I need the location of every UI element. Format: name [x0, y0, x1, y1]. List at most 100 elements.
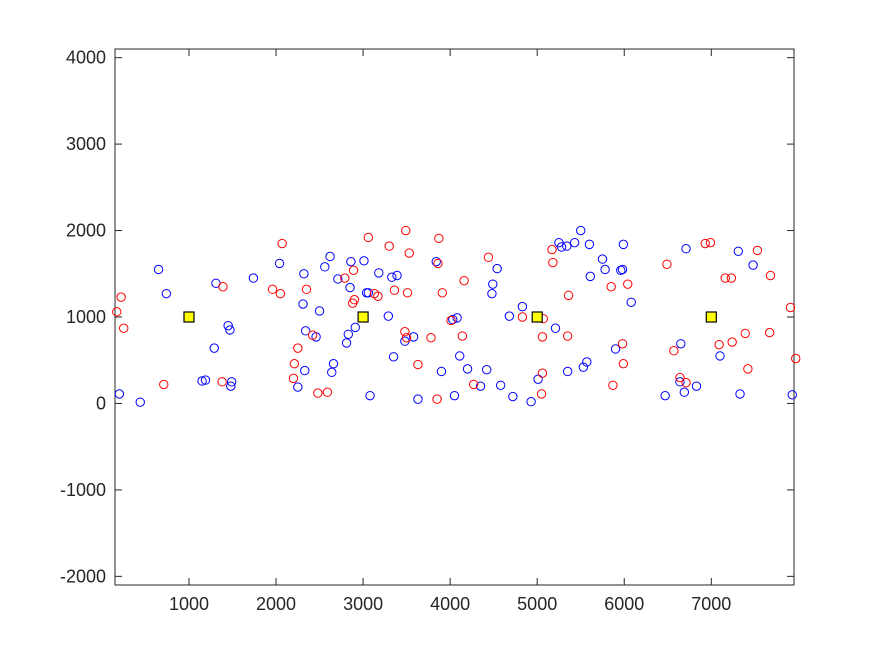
circle-marker [363, 232, 374, 243]
circle-marker [274, 258, 285, 269]
series-2 [183, 311, 717, 323]
circle-marker [349, 295, 360, 305]
circle-marker [112, 307, 122, 317]
circle-marker [715, 351, 725, 361]
circle-marker [314, 306, 325, 316]
circle-marker [482, 365, 492, 375]
circle-marker [300, 365, 310, 376]
circle-marker [348, 265, 359, 276]
circle-marker [791, 353, 801, 364]
circle-marker [325, 251, 335, 262]
circle-marker [200, 375, 211, 385]
circle-marker [562, 366, 573, 377]
circle-marker [359, 256, 369, 266]
circle-marker [452, 313, 462, 323]
circle-marker [413, 359, 423, 370]
circle-marker [488, 279, 498, 289]
circle-marker [365, 390, 375, 401]
circle-marker [675, 377, 685, 387]
circle-marker [584, 239, 595, 250]
circle-marker [700, 238, 710, 249]
series-1 [112, 225, 801, 404]
circle-marker [350, 322, 360, 333]
circle-marker [426, 333, 436, 343]
circle-marker [600, 264, 610, 275]
circle-marker [267, 284, 278, 295]
circle-marker [301, 284, 312, 295]
circle-marker [333, 274, 343, 284]
circle-marker [404, 248, 414, 258]
y-tick-label: 2000 [66, 221, 106, 241]
circle-marker [743, 364, 753, 374]
circle-marker [517, 301, 528, 312]
circle-marker [765, 270, 776, 281]
circle-marker [225, 325, 235, 335]
circle-marker [785, 302, 796, 313]
circle-marker [547, 244, 557, 255]
circle-marker [660, 390, 670, 401]
circle-marker [383, 311, 394, 321]
circle-marker [616, 265, 626, 276]
circle-marker [764, 327, 775, 338]
circle-marker [733, 246, 743, 256]
circle-marker [462, 364, 473, 374]
circle-marker [373, 291, 383, 301]
circle-marker [433, 258, 443, 269]
circle-marker [401, 225, 411, 236]
x-tick-label: 4000 [430, 594, 470, 614]
circle-marker [537, 368, 548, 378]
circle-marker [623, 279, 633, 289]
circle-marker [617, 264, 628, 275]
circle-marker [197, 376, 207, 386]
circle-marker [384, 241, 394, 251]
circle-marker [307, 330, 318, 340]
circle-marker [681, 378, 691, 388]
circle-marker [787, 390, 797, 400]
circle-marker [346, 256, 356, 267]
circle-marker [209, 343, 219, 353]
x-tick-label: 3000 [343, 594, 383, 614]
circle-marker [608, 380, 618, 390]
circle-marker [618, 239, 629, 250]
circle-marker [434, 233, 444, 244]
circle-marker [681, 244, 691, 254]
circle-marker [226, 381, 236, 391]
circle-marker [328, 358, 339, 369]
circle-marker [468, 379, 479, 390]
circle-marker [432, 394, 442, 404]
circle-marker [526, 397, 536, 407]
circle-marker [114, 389, 125, 399]
circle-marker [401, 333, 412, 343]
x-axis: 1000 2000 3000 4000 5000 6000 7000 [169, 49, 731, 614]
circle-marker [533, 374, 543, 384]
y-tick-label: 3000 [66, 134, 106, 154]
y-tick-label: 0 [96, 393, 106, 413]
circle-marker [618, 358, 629, 369]
circle-marker [248, 273, 259, 283]
circle-marker [562, 241, 572, 251]
circle-marker [550, 323, 561, 333]
circle-marker [277, 238, 287, 249]
circle-marker [457, 331, 468, 341]
square-marker [705, 311, 717, 323]
circle-marker [217, 377, 227, 387]
circle-marker [617, 339, 628, 349]
circle-marker [313, 388, 323, 398]
circle-marker [705, 237, 716, 248]
circle-marker [714, 339, 724, 350]
x-tick-label: 5000 [517, 594, 557, 614]
circle-marker [675, 372, 685, 383]
circle-marker [116, 292, 126, 302]
y-tick-label: 4000 [66, 48, 106, 68]
circle-marker [327, 367, 337, 378]
x-tick-label: 1000 [169, 594, 209, 614]
circle-marker [483, 252, 494, 263]
circle-marker [537, 332, 548, 342]
x-tick-label: 2000 [256, 594, 296, 614]
circle-marker [159, 379, 169, 390]
data-points [112, 225, 801, 407]
circle-marker [492, 263, 502, 274]
circle-marker [299, 269, 309, 279]
circle-marker [402, 288, 413, 298]
